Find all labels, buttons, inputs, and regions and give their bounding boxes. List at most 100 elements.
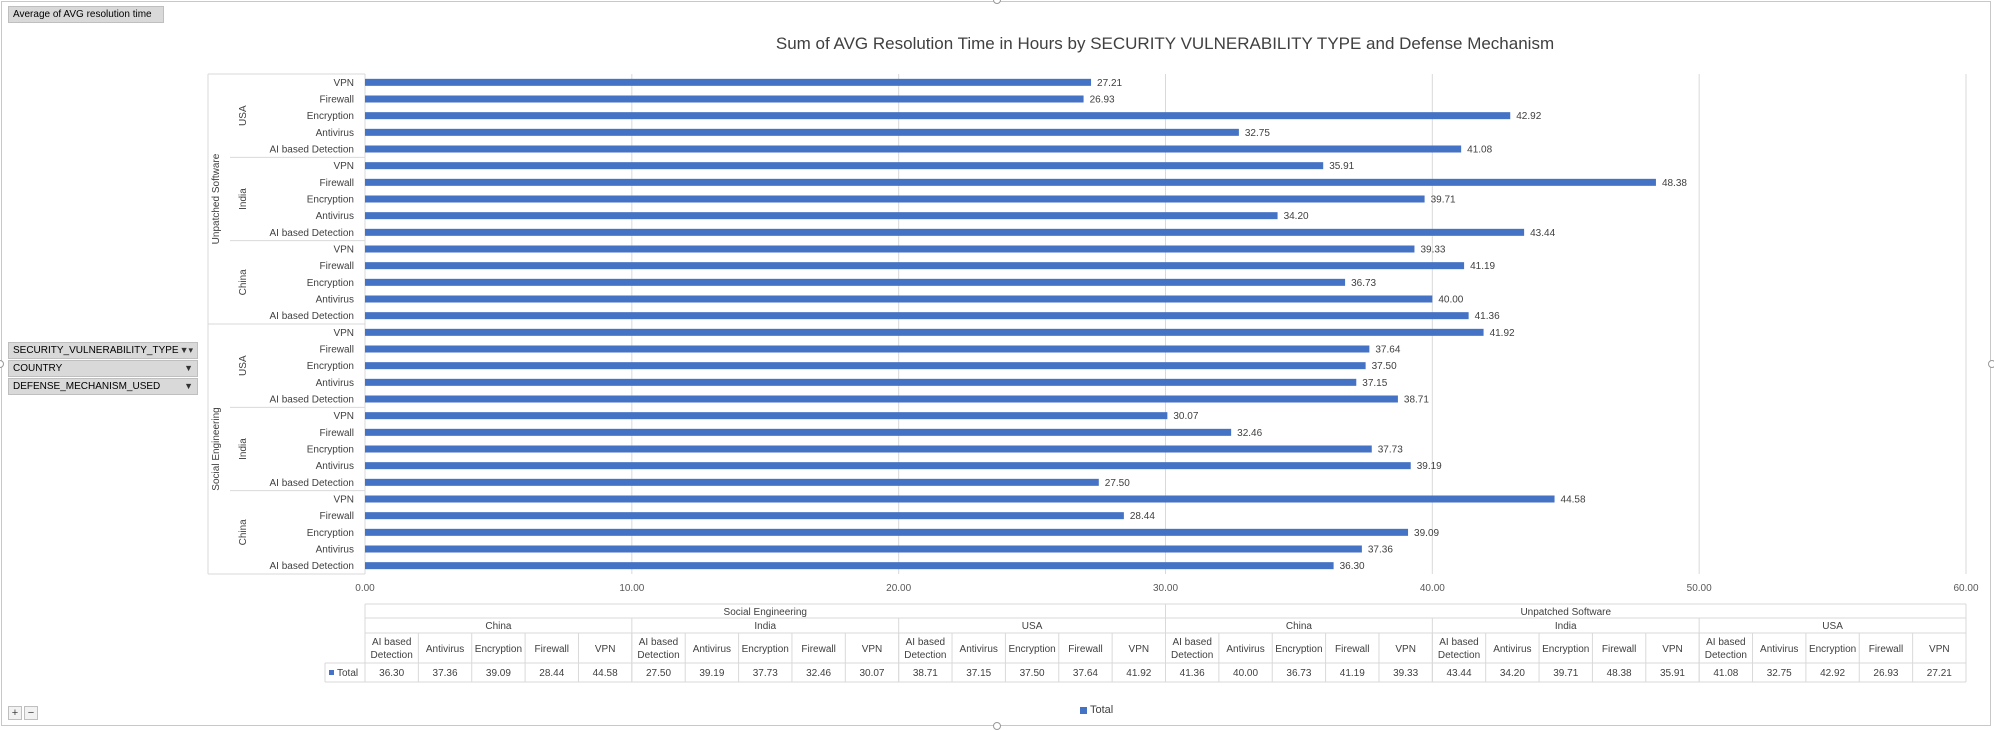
table-category-header: Firewall: [535, 644, 569, 655]
filter-security-vulnerability-type[interactable]: SECURITY_VULNERABILITY_TYPE ▼▾: [8, 342, 198, 359]
table-category-header: Antivirus: [1760, 644, 1798, 655]
bar: [365, 312, 1469, 320]
bar: [365, 345, 1370, 353]
data-label: 44.58: [1561, 495, 1586, 506]
table-category-header: AI based: [1439, 637, 1478, 648]
expand-button[interactable]: +: [8, 706, 22, 720]
bar: [365, 495, 1555, 503]
category-label: Encryption: [307, 278, 354, 289]
category-label: Antivirus: [316, 295, 354, 306]
x-tick-label: 40.00: [1420, 583, 1445, 594]
country-label: USA: [238, 105, 249, 126]
filter-country[interactable]: COUNTRY ▼: [8, 360, 198, 377]
country-label: China: [238, 519, 249, 546]
table-country-header: China: [1286, 621, 1313, 632]
table-category-header: AI based: [639, 637, 678, 648]
table-category-header: Detection: [371, 650, 413, 661]
table-category-header: AI based: [906, 637, 945, 648]
filter-label: DEFENSE_MECHANISM_USED: [13, 381, 161, 392]
bar: [365, 262, 1465, 270]
bar: [365, 195, 1425, 203]
data-label: 26.93: [1090, 95, 1115, 106]
data-label: 32.46: [1237, 428, 1262, 439]
data-label: 41.19: [1470, 261, 1495, 272]
bar: [365, 162, 1324, 170]
table-category-header: Encryption: [1275, 644, 1322, 655]
data-label: 37.50: [1372, 361, 1397, 372]
filter-defense-mechanism-used[interactable]: DEFENSE_MECHANISM_USED ▼: [8, 378, 198, 395]
bar: [365, 328, 1484, 336]
legend-entry: Total: [1090, 704, 1114, 716]
chart-title: Sum of AVG Resolution Time in Hours by S…: [775, 34, 1555, 53]
table-value: 27.50: [646, 668, 671, 679]
table-category-header: Detection: [1438, 650, 1480, 661]
category-label: Antivirus: [316, 545, 354, 556]
table-category-header: Antivirus: [960, 644, 998, 655]
data-label: 40.00: [1438, 295, 1463, 306]
category-label: Firewall: [320, 511, 354, 522]
category-label: Encryption: [307, 445, 354, 456]
table-category-header: Encryption: [742, 644, 789, 655]
value-field-button[interactable]: Average of AVG resolution time: [8, 6, 164, 23]
dropdown-arrow-icon[interactable]: ▼: [184, 363, 193, 373]
bar: [365, 245, 1415, 253]
bar: [365, 362, 1366, 370]
collapse-button[interactable]: −: [24, 706, 38, 720]
data-label: 36.73: [1351, 278, 1376, 289]
table-country-header: India: [754, 621, 776, 632]
resize-handle-right[interactable]: [1988, 360, 1994, 368]
data-label: 38.71: [1404, 395, 1429, 406]
table-country-header: India: [1555, 621, 1577, 632]
data-label: 48.38: [1662, 178, 1687, 189]
table-category-header: Firewall: [1335, 644, 1369, 655]
data-label: 39.71: [1431, 195, 1456, 206]
bar: [365, 212, 1278, 220]
data-label: 28.44: [1130, 511, 1155, 522]
data-label: 32.75: [1245, 128, 1270, 139]
category-label: Antivirus: [316, 211, 354, 222]
table-value: 36.73: [1286, 668, 1311, 679]
data-label: 43.44: [1530, 228, 1555, 239]
bar: [365, 445, 1372, 453]
data-label: 37.15: [1362, 378, 1387, 389]
category-label: VPN: [333, 245, 354, 256]
table-value: 37.15: [966, 668, 991, 679]
table-category-header: Detection: [1705, 650, 1747, 661]
bar: [365, 528, 1409, 536]
category-label: AI based Detection: [270, 311, 355, 322]
x-tick-label: 30.00: [1153, 583, 1178, 594]
table-value: 37.73: [753, 668, 778, 679]
category-label: Antivirus: [316, 461, 354, 472]
table-category-header: AI based: [372, 637, 411, 648]
category-label: Firewall: [320, 95, 354, 106]
resize-handle-bottom[interactable]: [993, 722, 1001, 730]
bar: [365, 395, 1398, 403]
bar: [365, 228, 1525, 236]
category-label: Firewall: [320, 178, 354, 189]
x-tick-label: 10.00: [619, 583, 644, 594]
table-category-header: Antivirus: [1493, 644, 1531, 655]
bar: [365, 95, 1084, 103]
bar: [365, 128, 1239, 136]
table-value: 37.64: [1073, 668, 1098, 679]
table-row-label: Total: [337, 668, 358, 679]
category-label: Encryption: [307, 528, 354, 539]
table-group-header: Social Engineering: [724, 607, 807, 618]
category-label: AI based Detection: [270, 478, 355, 489]
filter-active-icon[interactable]: ▼▾: [179, 345, 193, 355]
data-label: 39.09: [1414, 528, 1439, 539]
dropdown-arrow-icon[interactable]: ▼: [184, 381, 193, 391]
table-value: 35.91: [1660, 668, 1685, 679]
table-category-header: Antivirus: [426, 644, 464, 655]
category-label: AI based Detection: [270, 145, 355, 156]
bar: [365, 112, 1511, 120]
table-value: 40.00: [1233, 668, 1258, 679]
category-label: Firewall: [320, 345, 354, 356]
category-label: Encryption: [307, 361, 354, 372]
x-tick-label: 60.00: [1953, 583, 1978, 594]
filter-label: COUNTRY: [13, 363, 63, 374]
table-category-header: Antivirus: [693, 644, 731, 655]
table-value: 39.19: [699, 668, 724, 679]
table-value: 41.36: [1180, 668, 1205, 679]
table-category-header: Firewall: [1068, 644, 1102, 655]
